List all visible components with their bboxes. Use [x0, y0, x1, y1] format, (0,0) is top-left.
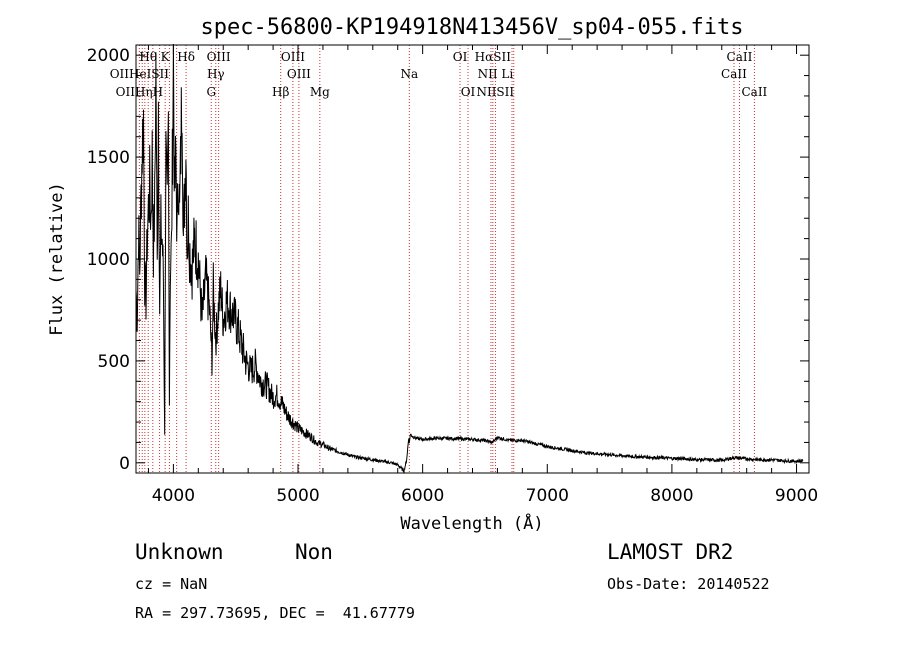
line-annotation: G: [206, 85, 216, 99]
subclass-label: Non: [295, 540, 333, 564]
line-markers: [138, 45, 755, 473]
line-annotation: CaII: [721, 67, 747, 81]
x-tick-label: 4000: [152, 486, 195, 506]
y-tick-label: 1000: [87, 250, 130, 270]
x-axis-label: Wavelength (Å): [400, 512, 543, 534]
line-annotation: OIII: [287, 67, 311, 81]
survey-label: LAMOST DR2: [607, 540, 734, 564]
plot-frame: [135, 44, 810, 474]
line-annotation: Hθ: [139, 50, 157, 64]
line-annotation: Hβ: [272, 85, 289, 99]
x-tick-label: 6000: [401, 486, 444, 506]
y-tick-label: 0: [119, 454, 130, 474]
line-annotation: NII Li: [478, 67, 514, 81]
line-annotation: Na: [400, 67, 418, 81]
line-annotations: Hθ K Hδ OIII OIII OI HαSII CaII OIIHeISII Hγ OIII N…: [110, 50, 768, 99]
line-annotation: OIIHηH: [116, 85, 163, 99]
x-tick-label: 5000: [276, 486, 319, 506]
chart-title: spec-56800-KP194918N413456V_sp04-055.fit…: [200, 15, 743, 40]
cz-text: cz = NaN: [135, 575, 208, 593]
y-tick-label: 2000: [87, 46, 130, 66]
x-tick-label: 7000: [526, 486, 569, 506]
x-tick-label: 9000: [775, 486, 818, 506]
line-annotation: OI: [461, 85, 476, 99]
line-annotation: OI: [453, 50, 468, 64]
class-label: Unknown: [135, 540, 224, 564]
spectrum-line: [135, 43, 804, 475]
line-annotation: OIII: [207, 50, 231, 64]
line-annotation: Mg: [310, 85, 330, 99]
line-annotation: Hγ: [207, 67, 225, 81]
line-annotation: OIIHeISII: [110, 67, 170, 81]
line-annotation: Hδ: [177, 50, 195, 64]
y-axis-label: Flux (relative): [47, 182, 67, 336]
x-axis-ticks: 4000 5000 6000 7000 8000 9000: [147, 45, 818, 506]
y-tick-label: 500: [98, 352, 130, 372]
line-annotation: OIII: [281, 50, 305, 64]
x-tick-label: 8000: [650, 486, 693, 506]
line-annotation: NIISII: [476, 85, 514, 99]
line-annotation: CaII: [727, 50, 753, 64]
line-annotation: CaII: [741, 85, 767, 99]
line-annotation: HαSII: [475, 50, 512, 64]
radec-text: RA = 297.73695, DEC = 41.67779: [135, 604, 415, 622]
y-axis-ticks: 0 500 1000 1500 2000: [87, 46, 809, 474]
line-annotation: K: [161, 50, 171, 64]
y-tick-label: 1500: [87, 148, 130, 168]
obs-date-text: Obs-Date: 20140522: [607, 575, 770, 593]
